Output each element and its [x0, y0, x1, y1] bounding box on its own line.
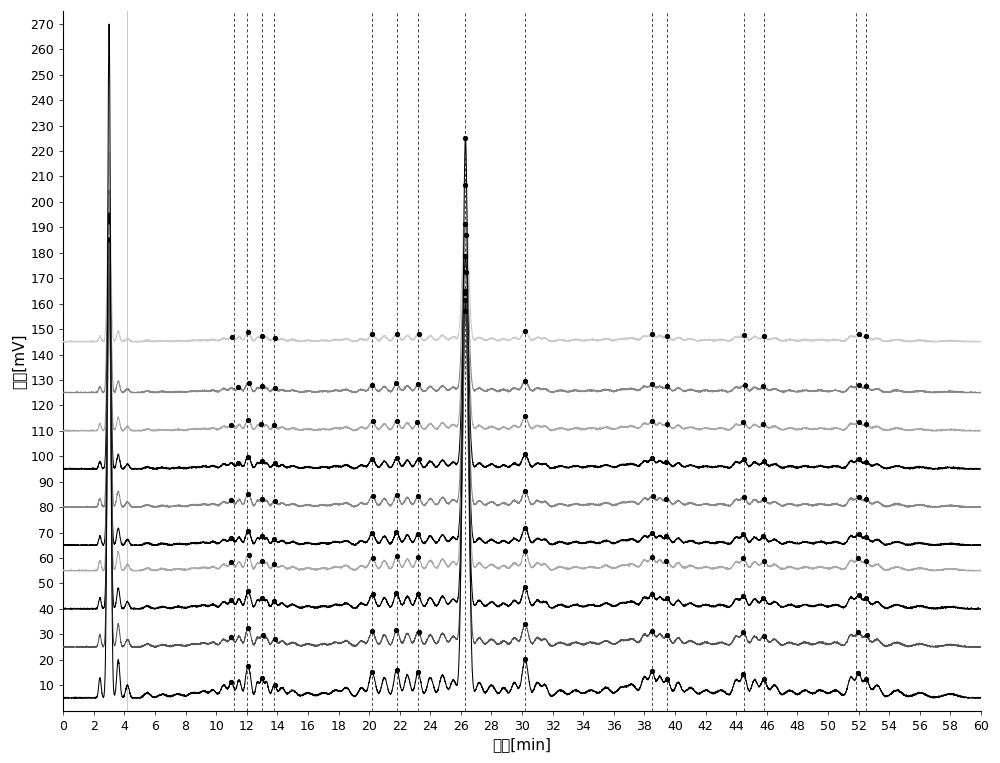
Y-axis label: 信号[mV]: 信号[mV] — [11, 333, 26, 388]
X-axis label: 时间[min]: 时间[min] — [493, 737, 552, 752]
